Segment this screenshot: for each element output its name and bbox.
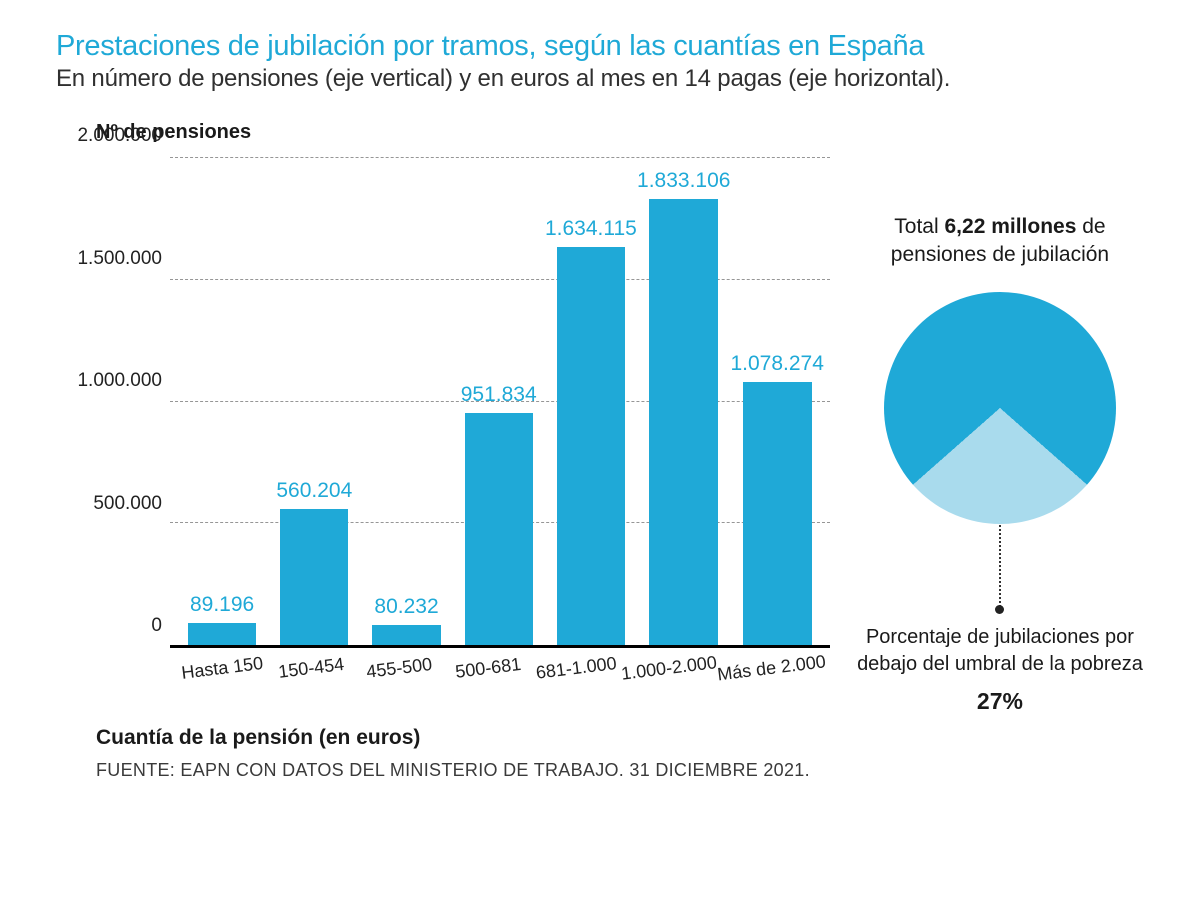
chart-source: FUENTE: EAPN CON DATOS DEL MINISTERIO DE… <box>96 760 840 781</box>
x-tick-label: Más de 2.000 <box>715 645 829 704</box>
side-panel: Total 6,22 millones de pensiones de jubi… <box>840 121 1144 781</box>
bar-rect <box>372 625 440 645</box>
bar: 1.833.106 <box>637 158 730 645</box>
x-axis-title: Cuantía de la pensión (en euros) <box>96 726 840 750</box>
bar-chart: 89.196 560.204 80.232 951.834 1.634.1151.833… <box>72 158 840 698</box>
x-tick-label: 681-1.000 <box>531 647 624 703</box>
y-tick-label: 2.000.000 <box>72 125 162 147</box>
bar: 89.196 <box>176 158 268 645</box>
x-tick-labels: Hasta 150150-454455-500500-681681-1.0001… <box>170 652 830 698</box>
pie-disc <box>884 292 1116 524</box>
bar-chart-column: Nº de pensiones 89.196 560.204 80.232 951.8… <box>56 121 840 781</box>
pie-leader-dot <box>995 605 1004 614</box>
bar-rect <box>649 199 718 645</box>
bar: 560.204 <box>268 158 360 645</box>
total-pensions-line: Total 6,22 millones de pensiones de jubi… <box>856 213 1144 270</box>
pie-caption: Porcentaje de jubilaciones por debajo de… <box>856 624 1144 678</box>
chart-title: Prestaciones de jubilación por tramos, s… <box>56 30 1144 63</box>
y-tick-label: 0 <box>72 615 162 637</box>
bar-value-label: 1.833.106 <box>637 169 730 193</box>
pie-chart <box>884 292 1116 524</box>
bar-rect <box>743 382 812 645</box>
bar: 1.634.115 <box>545 158 637 645</box>
bar-value-label: 560.204 <box>276 479 352 503</box>
bar-value-label: 1.634.115 <box>545 217 637 241</box>
x-tick-label: 1.000-2.000 <box>619 646 720 703</box>
bar: 951.834 <box>453 158 545 645</box>
bar: 1.078.274 <box>730 158 823 645</box>
bar-value-label: 89.196 <box>190 593 254 617</box>
total-bold: 6,22 millones <box>945 215 1077 238</box>
bar-rect <box>557 247 625 645</box>
pie-percentage: 27% <box>856 688 1144 715</box>
y-tick-label: 500.000 <box>72 493 162 515</box>
x-tick-label: 150-454 <box>265 647 358 703</box>
y-tick-label: 1.000.000 <box>72 370 162 392</box>
bar-rect <box>280 509 348 645</box>
total-prefix: Total <box>894 215 944 238</box>
x-tick-label: 500-681 <box>442 647 535 703</box>
y-axis-title: Nº de pensiones <box>96 121 840 144</box>
pie-leader-line <box>999 510 1001 610</box>
bars-container: 89.196 560.204 80.232 951.834 1.634.1151.833… <box>170 158 830 645</box>
x-tick-label: Hasta 150 <box>176 647 269 703</box>
y-tick-label: 1.500.000 <box>72 248 162 270</box>
bar-rect <box>188 623 256 645</box>
bar: 80.232 <box>360 158 452 645</box>
bar-value-label: 1.078.274 <box>730 352 823 376</box>
plot-area: 89.196 560.204 80.232 951.834 1.634.1151.833… <box>170 158 830 648</box>
chart-subtitle: En número de pensiones (eje vertical) y … <box>56 65 1144 93</box>
x-tick-label: 455-500 <box>353 647 446 703</box>
bar-value-label: 80.232 <box>374 595 438 619</box>
bar-value-label: 951.834 <box>461 383 537 407</box>
bar-rect <box>465 413 533 645</box>
